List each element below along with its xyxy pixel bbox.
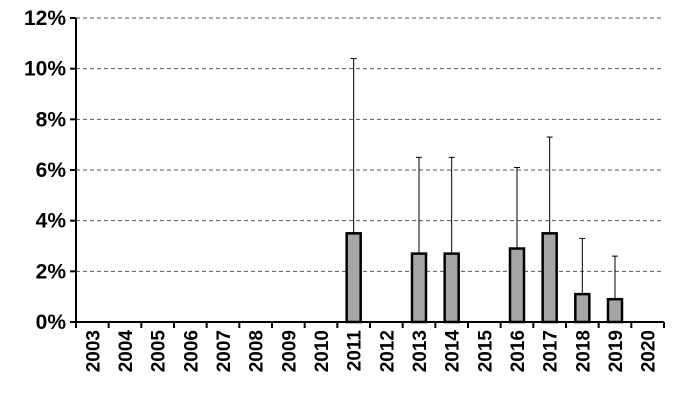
gridlines: [76, 17, 664, 272]
bar-2014: [443, 252, 460, 324]
x-tick-label: 2019: [606, 330, 627, 372]
x-tick-label: 2007: [214, 330, 235, 372]
y-tick-label: 0%: [36, 311, 67, 334]
error-bars: [350, 58, 618, 300]
x-tick-label: 2014: [443, 330, 464, 373]
bar-2016: [508, 247, 526, 324]
x-tick-label: 2017: [541, 330, 562, 372]
y-tick-label: 8%: [36, 108, 67, 131]
x-tick-label: 2006: [181, 330, 202, 372]
x-tick-label: 2011: [345, 330, 366, 372]
bar-2011: [345, 232, 362, 324]
x-tick-label: 2013: [410, 330, 431, 372]
x-tick-label: 2016: [508, 330, 529, 372]
y-tick-label: 12%: [24, 7, 66, 30]
bar-2019: [606, 297, 624, 324]
x-tick-label: 2015: [475, 330, 496, 373]
x-axis-ticks: 2003 2004 2005 2006 2007 2008 2009 2010 2011 2012…: [75, 322, 665, 373]
bar-2013: [410, 252, 428, 324]
y-tick-label: 4%: [36, 210, 67, 233]
bars: [345, 232, 624, 324]
x-tick-label: 2012: [377, 330, 398, 372]
x-tick-label: 2004: [116, 330, 137, 373]
y-axis-ticks: 0% 2% 4% 6% 8% 10% 12%: [24, 7, 76, 334]
x-tick-label: 2003: [83, 330, 104, 372]
y-tick-label: 10%: [24, 58, 66, 81]
y-tick-label: 6%: [36, 159, 67, 182]
x-tick-label: 2009: [279, 330, 300, 372]
x-tick-label: 2008: [247, 330, 268, 372]
bar-2017: [541, 232, 558, 324]
x-tick-label: 2020: [639, 330, 660, 372]
bar-2018: [574, 292, 591, 324]
y-tick-label: 2%: [36, 260, 67, 283]
x-tick-label: 2010: [312, 330, 333, 372]
x-tick-label: 2018: [573, 330, 594, 372]
x-tick-label: 2005: [149, 330, 170, 373]
